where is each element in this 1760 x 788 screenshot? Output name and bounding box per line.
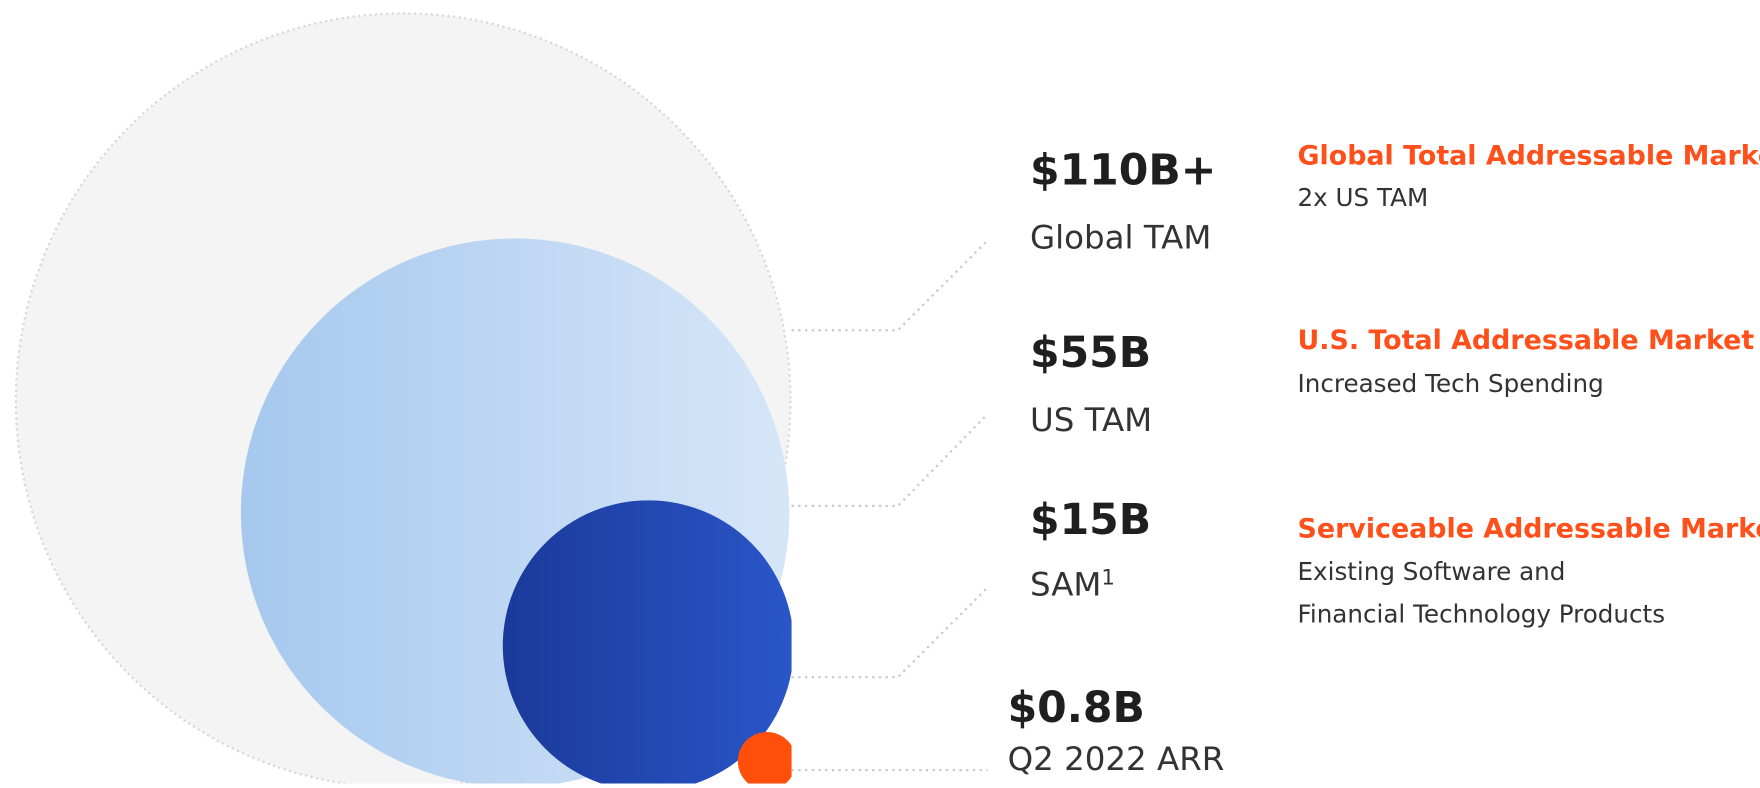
arr-circle <box>737 732 792 784</box>
value: $110B+ <box>1030 147 1216 196</box>
title-text: Serviceable Addressable Market <box>1298 513 1760 544</box>
description: Financial Technology Products <box>1298 599 1666 628</box>
label: Global TAM <box>1030 218 1211 256</box>
connector <box>791 239 989 332</box>
value: $0.8B <box>1008 684 1145 733</box>
value: $55B <box>1030 329 1151 378</box>
title: U.S. Total Addressable Market <box>1298 325 1755 356</box>
connector <box>791 586 989 679</box>
connector <box>791 413 989 508</box>
label: Q2 2022 ARR <box>1008 740 1225 778</box>
title: Global Total Addressable Market <box>1298 141 1760 172</box>
title: Serviceable Addressable Market1 <box>1298 511 1760 544</box>
sam-circle <box>502 500 792 784</box>
circles <box>14 12 792 784</box>
description: 2x US TAM <box>1298 183 1429 212</box>
label-text: SAM <box>1030 565 1101 603</box>
description: Increased Tech Spending <box>1298 369 1604 398</box>
value: $15B <box>1030 496 1151 545</box>
connectors <box>791 239 989 772</box>
label: SAM1 <box>1030 565 1115 603</box>
footnote-mark: 1 <box>1101 565 1115 590</box>
label: US TAM <box>1030 401 1152 439</box>
description: Existing Software and <box>1298 557 1566 586</box>
